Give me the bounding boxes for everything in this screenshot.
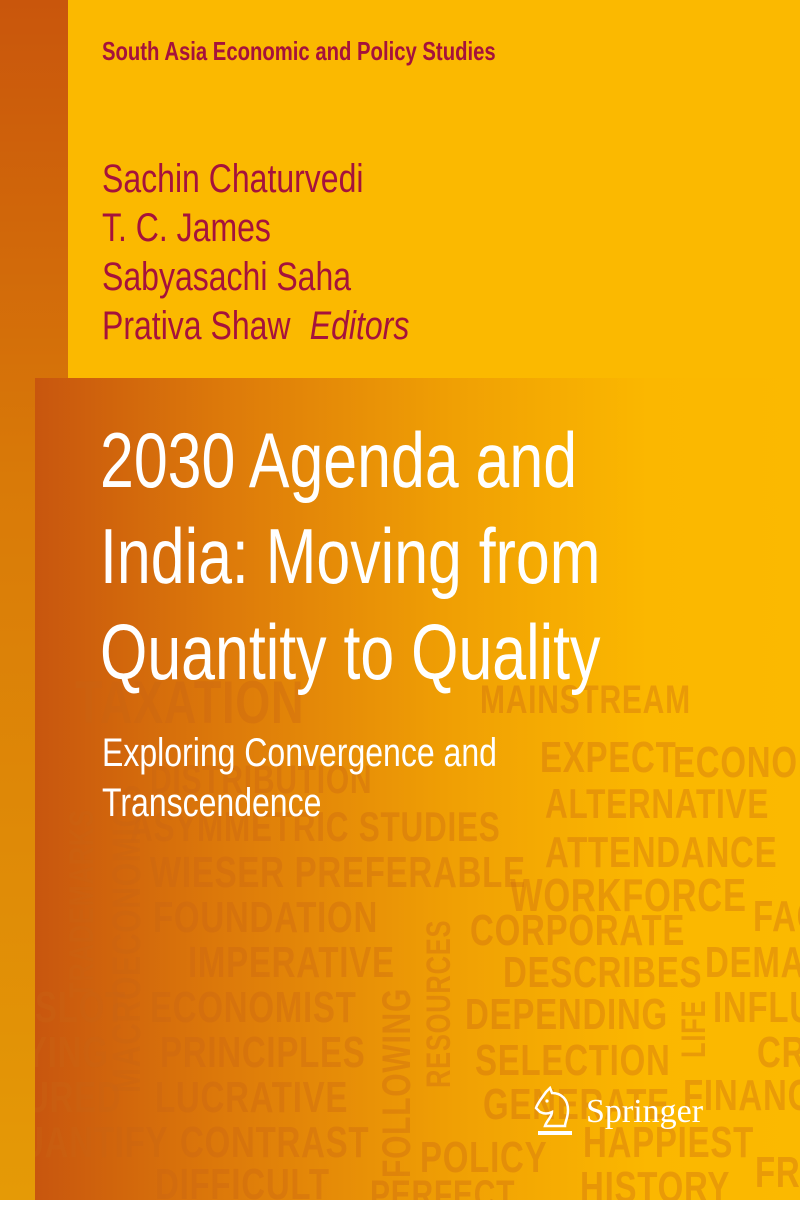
bg-word: CRIT bbox=[757, 1028, 800, 1077]
bg-word: IMPERATIVE bbox=[188, 938, 395, 987]
bg-word: PERFECT bbox=[370, 1173, 516, 1200]
bg-word: RESOURCES bbox=[420, 919, 458, 1088]
bg-word: FINANC bbox=[683, 1071, 800, 1120]
bg-word: UANTIFY bbox=[35, 1118, 169, 1167]
title-line: 2030 Agenda and bbox=[100, 416, 578, 504]
bg-word: HISTORY bbox=[580, 1163, 731, 1200]
bg-word: MAINSTREAM bbox=[480, 678, 691, 722]
bg-word: ECONOM bbox=[673, 738, 800, 787]
bg-word: EXPECT bbox=[540, 733, 677, 782]
bg-word: FOUNDATION bbox=[153, 893, 379, 942]
bg-word: ASYMMETRIC STUDIES bbox=[130, 803, 501, 850]
bg-word: DIFFICULT bbox=[155, 1160, 330, 1200]
bg-word: FACI bbox=[753, 892, 800, 941]
bg-word: ECONOMIST bbox=[150, 983, 357, 1032]
title-line: Quantity to Quality bbox=[100, 608, 601, 696]
subtitle-line: Exploring Convergence and bbox=[102, 731, 497, 775]
bg-word: FRE bbox=[755, 1148, 800, 1197]
editor-name: Sabyasachi Saha bbox=[102, 255, 352, 299]
editor-name: Prativa Shaw bbox=[102, 304, 291, 348]
bg-word: CORPORATE bbox=[470, 906, 686, 955]
editor-line: Prativa Shaw Editors bbox=[102, 302, 409, 351]
bg-word: ATTENDANCE bbox=[545, 828, 778, 877]
series-title: South Asia Economic and Policy Studies bbox=[102, 36, 496, 66]
bg-word: MACROECONOMICS bbox=[105, 784, 149, 1093]
bg-word: LIFE bbox=[675, 999, 713, 1058]
bg-word: TAXATION bbox=[75, 669, 305, 736]
bg-word: SELECTION bbox=[475, 1036, 671, 1085]
bg-word: DESCRIBES bbox=[503, 948, 703, 997]
bg-word: DISTRIBUTION bbox=[150, 758, 373, 802]
knight-chess-horse-icon bbox=[534, 1086, 572, 1135]
bg-word: DEMA bbox=[705, 938, 800, 987]
editors-list: Sachin Chaturvedi T. C. James Sabyasachi… bbox=[102, 155, 409, 351]
bg-word: POLICY bbox=[420, 1133, 548, 1182]
editors-label: Editors bbox=[309, 304, 410, 348]
bg-word: URED bbox=[35, 1073, 122, 1122]
springer-logo: Springer bbox=[532, 1086, 703, 1138]
bg-word: DEPENDING bbox=[465, 990, 668, 1039]
editor-name: Sachin Chaturvedi bbox=[102, 157, 364, 201]
editor-name: T. C. James bbox=[102, 206, 271, 250]
bg-word: TRADEMARKS bbox=[63, 809, 101, 998]
bg-word: YING bbox=[35, 1028, 109, 1077]
bg-word: SLOT bbox=[35, 983, 126, 1032]
word-cloud-panel: MAINSTREAM EXPECT ECONOM DISTRIBUTION AL… bbox=[35, 378, 800, 1200]
bg-word: PRINCIPLES bbox=[160, 1028, 366, 1077]
bg-word: CONTRAST bbox=[180, 1118, 370, 1167]
bg-word: WIESER PREFERABLE bbox=[150, 848, 526, 897]
bg-word: INFLU bbox=[713, 983, 800, 1032]
bg-word: FOLLOWING bbox=[375, 987, 419, 1178]
bg-word: HAPPIEST bbox=[583, 1118, 755, 1167]
bg-word: WORKFORCE bbox=[510, 869, 747, 921]
book-subtitle: Exploring Convergence and Transcendence bbox=[102, 728, 497, 828]
subtitle-line: Transcendence bbox=[102, 781, 322, 825]
book-title: 2030 Agenda and India: Moving from Quant… bbox=[100, 412, 600, 700]
title-line: India: Moving from bbox=[100, 512, 601, 600]
bg-word: ALTERNATIVE bbox=[545, 780, 770, 827]
publisher-name: Springer bbox=[586, 1093, 704, 1130]
bg-word: GENERATE bbox=[483, 1080, 670, 1129]
bg-word: LUCRATIVE bbox=[155, 1073, 349, 1122]
